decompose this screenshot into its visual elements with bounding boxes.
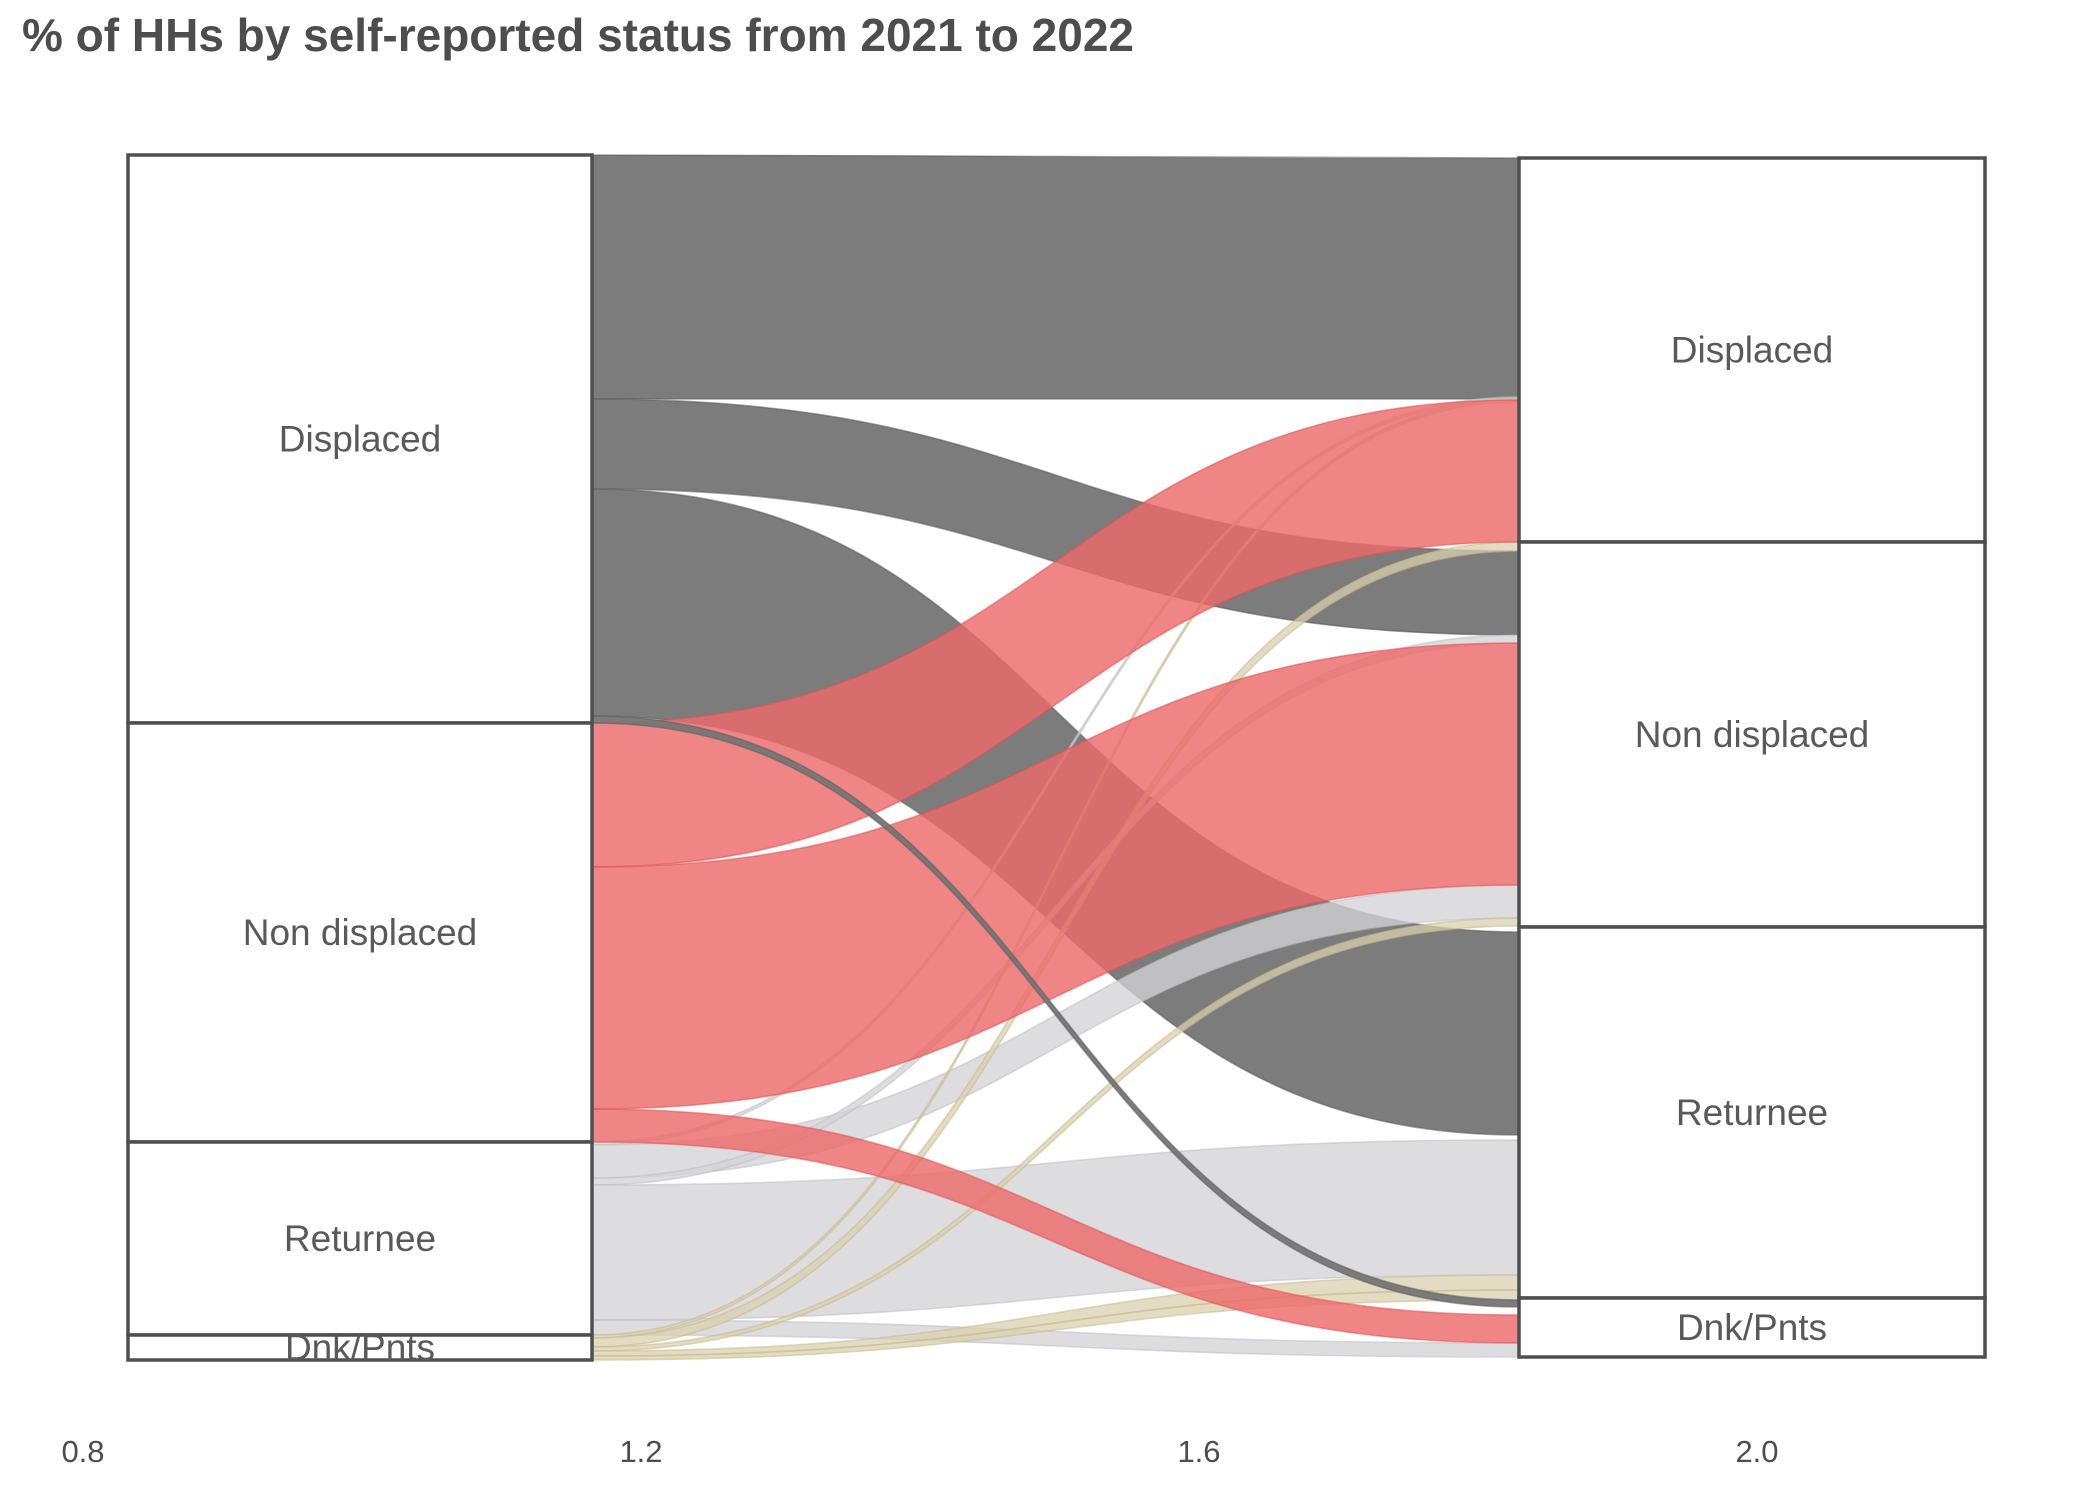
stratum-label-2022-returnee: Returnee [1676, 1092, 1828, 1133]
stratum-2022-dnk [1517, 1296, 1987, 1359]
x-axis-tick-1.6: 1.6 [1177, 1434, 1220, 1469]
stratum-2022-returnee [1517, 925, 1987, 1300]
strata-layer [126, 153, 1987, 1362]
x-axis-tick-2.0: 2.0 [1735, 1434, 1778, 1469]
stratum-label-2021-dnk: Dnk/Pnts [285, 1327, 435, 1368]
flow-displaced-to-displaced [591, 154, 1520, 400]
stratum-2022-displaced [1517, 156, 1987, 544]
stratum-label-2021-non_displaced: Non displaced [243, 912, 477, 953]
stratum-2021-displaced [126, 153, 594, 725]
x-axis: 0.8 1.2 1.6 2.0 [61, 1434, 1778, 1469]
chart-title: % of HHs by self-reported status from 20… [22, 9, 1134, 61]
stratum-label-2021-returnee: Returnee [284, 1218, 436, 1259]
stratum-label-2022-non_displaced: Non displaced [1635, 714, 1869, 755]
stratum-2021-returnee [126, 1140, 594, 1337]
stratum-2021-dnk [126, 1333, 594, 1362]
stratum-label-2022-dnk: Dnk/Pnts [1677, 1307, 1827, 1348]
stratum-label-2022-displaced: Displaced [1671, 330, 1833, 371]
x-axis-tick-1.2: 1.2 [619, 1434, 662, 1469]
stratum-2022-non_displaced [1517, 540, 1987, 929]
x-axis-tick-0.8: 0.8 [61, 1434, 104, 1469]
labels-layer: Displaced Non displaced Returnee Dnk/Pnts Di… [243, 330, 1869, 1369]
flows-layer [591, 154, 1520, 1361]
stratum-label-2021-displaced: Displaced [279, 419, 441, 460]
